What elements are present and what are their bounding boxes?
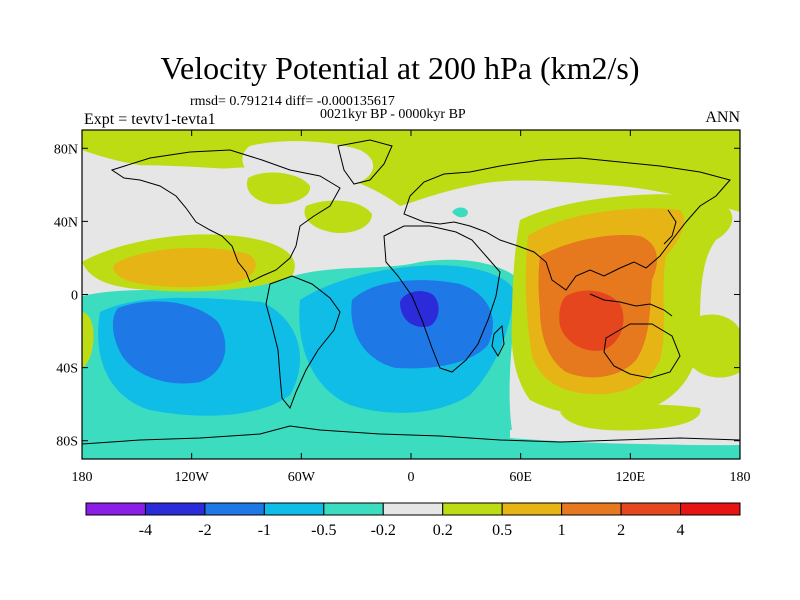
field-pos-02-sindian [560, 404, 701, 431]
lat-axis: 80N 40N 0 40S 80S [54, 142, 740, 450]
lon-tick-label: 0 [408, 470, 415, 485]
field-pos-05-npacific [113, 247, 256, 288]
colorbar-swatch [85, 502, 146, 516]
field-neg-1-pacific [112, 301, 226, 384]
colorbar-label: 2 [617, 522, 625, 539]
colorbar-label: 0.2 [433, 522, 453, 539]
colorbar-swatch [620, 502, 682, 516]
lat-tick-label: 40N [54, 215, 78, 230]
season-label: ANN [705, 109, 740, 126]
colorbar-swatch [680, 502, 741, 516]
coast-north-america [110, 149, 341, 283]
plot-title: Velocity Potential at 200 hPa (km2/s) [160, 50, 640, 86]
coast-africa [383, 225, 501, 373]
field-pos-02-west-edge [82, 312, 94, 368]
field-pos-02-canada [246, 172, 311, 205]
field-neutral-npacific [100, 165, 292, 218]
colorbar-swatch [204, 502, 265, 516]
lon-tick-label: 120W [175, 470, 210, 485]
colorbar-label: 4 [677, 522, 685, 539]
lat-tick-label: 80N [54, 142, 78, 157]
colorbar-label: -0.5 [311, 522, 336, 539]
lon-tick-label: 120E [616, 470, 646, 485]
colorbar-swatch [263, 502, 325, 516]
field-pos-2-indopac [559, 290, 624, 351]
lat-tick-label: 40S [56, 362, 78, 377]
coast-australia [603, 323, 681, 379]
colorbar-label: -1 [258, 522, 271, 539]
field-neg-2-congo [400, 291, 439, 327]
lon-tick-label: 180 [72, 470, 93, 485]
colorbar-label: -0.2 [371, 522, 396, 539]
colorbar-swatch [561, 502, 622, 516]
lat-tick-label: 80S [56, 435, 78, 450]
coastlines [82, 139, 740, 445]
coast-greenland [337, 139, 393, 185]
field-pos-02-midpac [304, 200, 372, 234]
coast-japan [663, 209, 677, 245]
stats-line: rmsd= 0.791214 diff= -0.000135617 [190, 94, 395, 109]
coast-maritime [589, 293, 673, 317]
colorbar-label: -2 [198, 522, 211, 539]
colorbar-label: 1 [558, 522, 566, 539]
lon-tick-label: 60W [288, 470, 316, 485]
lon-tick-label: 60E [509, 470, 532, 485]
colorbar: -4 -2 -1 -0.5 -0.2 0.2 0.5 1 2 4 [85, 502, 741, 539]
colorbar-swatch [144, 502, 206, 516]
colorbar-swatch [501, 502, 563, 516]
coast-madagascar [491, 324, 505, 358]
field-pos-02-spac [690, 314, 740, 378]
experiment-label: Expt = tevtv1-tevta1 [84, 111, 216, 128]
lat-tick-label: 0 [71, 289, 78, 304]
period-line: 0021kyr BP - 0000kyr BP [320, 107, 466, 122]
colorbar-swatch [323, 502, 384, 516]
coast-antarctica [82, 425, 740, 445]
lon-axis: 180 120W 60W 0 60E 120E 180 [72, 130, 751, 485]
colorbar-swatch [382, 502, 444, 516]
lon-tick-label: 180 [730, 470, 751, 485]
colorbar-swatch [442, 502, 503, 516]
colorbar-label: 0.5 [492, 522, 512, 539]
colorbar-label: -4 [139, 522, 152, 539]
field-neg-02-med [452, 207, 468, 218]
coast-eurasia [403, 157, 731, 291]
coast-south-america [265, 275, 341, 409]
